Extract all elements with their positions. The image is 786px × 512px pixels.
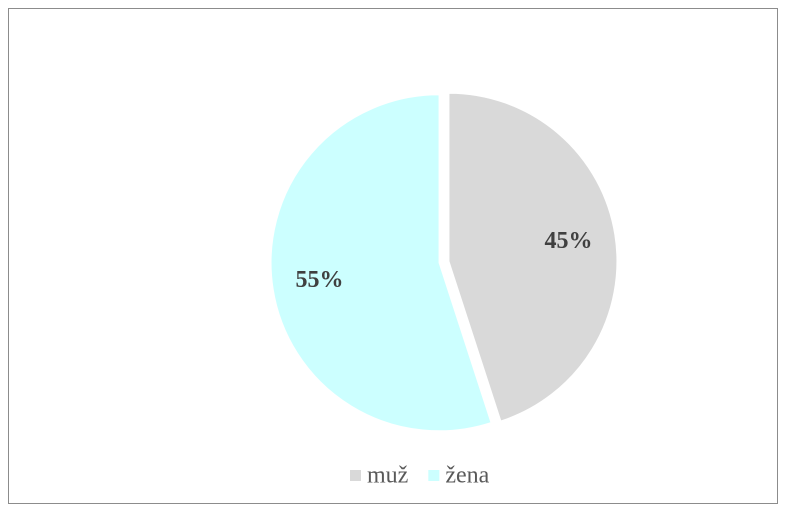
legend-swatch [350,470,361,481]
data-label: 45% [544,228,592,254]
legend-label: žena [445,463,489,489]
data-label: 55% [296,267,344,293]
pie-slice [448,92,618,422]
legend-label: muž [367,463,408,489]
legend-swatch [428,470,440,481]
pie-slice [270,94,492,432]
